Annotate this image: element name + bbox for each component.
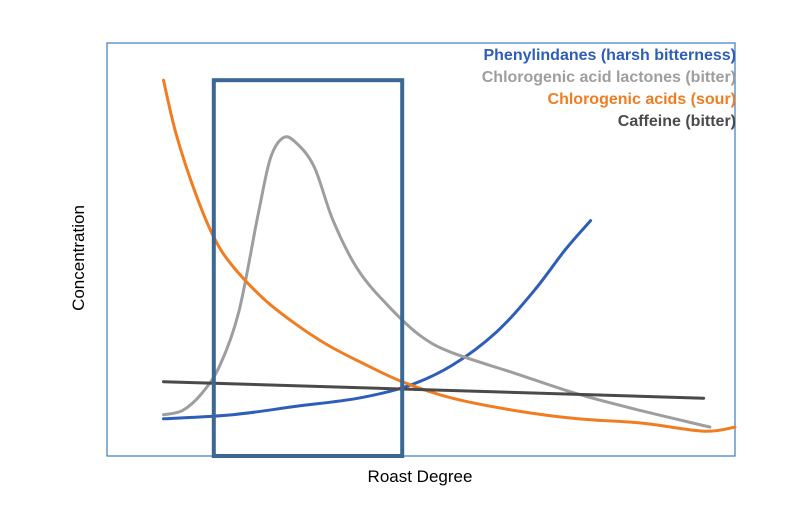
legend-entry-2: Chlorogenic acid lactones (bitter): [482, 69, 736, 86]
series-line-1: [162, 219, 593, 421]
series-line-2: [162, 135, 712, 429]
legend: Phenylindanes (harsh bitterness) Chloroge…: [482, 47, 736, 130]
legend-entry-4: Caffeine (bitter): [618, 113, 736, 130]
plot-area-frame: [106, 42, 736, 457]
series-line-3: [162, 78, 737, 433]
legend-entry-1: Phenylindanes (harsh bitterness): [483, 47, 736, 64]
legend-entry-3: Chlorogenic acids (sour): [548, 91, 736, 108]
x-axis-title: Roast Degree: [368, 467, 473, 486]
y-axis-title: Concentration: [69, 205, 88, 311]
highlight-region-box: [211, 78, 405, 458]
series-layer: [162, 78, 737, 433]
series-line-4: [162, 380, 706, 400]
